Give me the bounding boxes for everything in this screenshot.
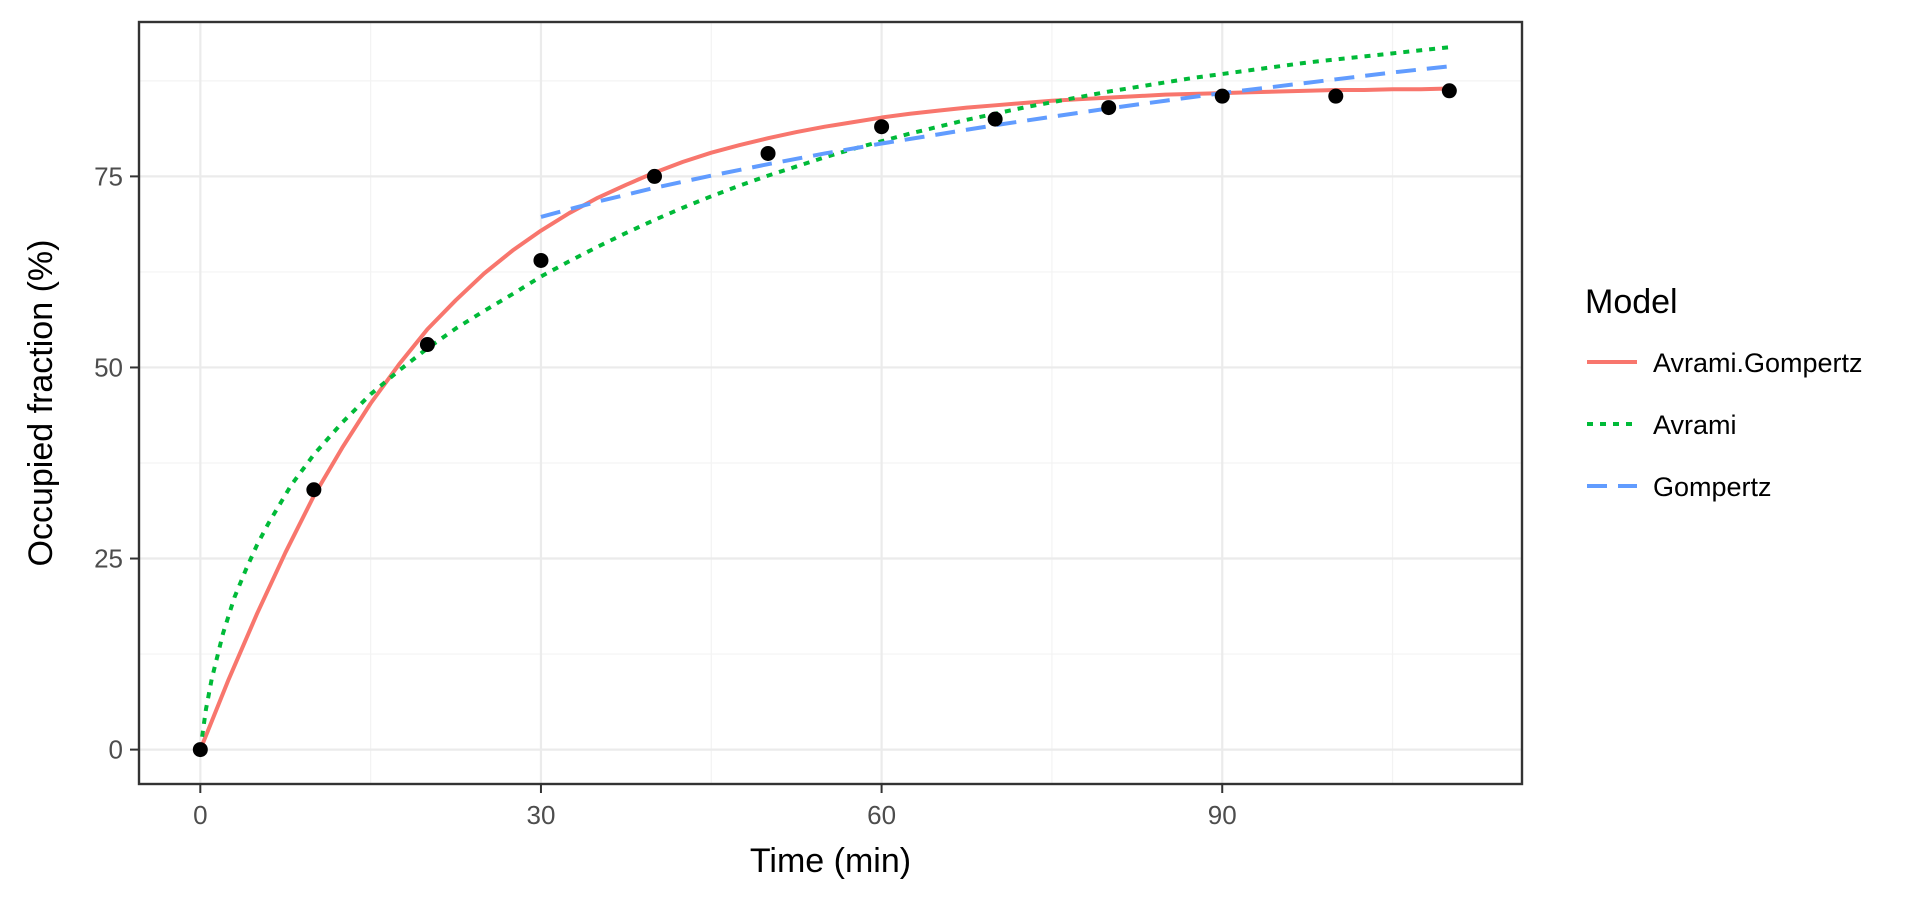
data-point bbox=[1101, 100, 1117, 116]
x-tick-label: 30 bbox=[526, 800, 555, 830]
series-layer bbox=[198, 45, 1450, 751]
legend-title: Model bbox=[1585, 283, 1678, 321]
legend-label: Gompertz bbox=[1653, 472, 1772, 502]
panel-border bbox=[137, 20, 1524, 786]
points-layer bbox=[192, 83, 1457, 758]
data-point bbox=[306, 482, 322, 498]
y-tick-label: 0 bbox=[109, 735, 123, 765]
data-point bbox=[533, 252, 549, 268]
data-point bbox=[1441, 83, 1457, 99]
y-axis-title: Occupied fraction (%) bbox=[22, 240, 60, 567]
legend-label: Avrami bbox=[1653, 410, 1737, 440]
grid-layer bbox=[139, 22, 1522, 784]
series-line-avrami bbox=[198, 45, 1450, 750]
data-point bbox=[647, 168, 663, 184]
y-tick-label: 50 bbox=[94, 352, 123, 382]
legend-entries: Avrami.Gompertz Avrami Gompertz bbox=[1587, 348, 1863, 502]
x-tick-label: 0 bbox=[193, 800, 207, 830]
data-point bbox=[419, 337, 435, 353]
series-line-avrami-gompertz bbox=[198, 86, 1450, 751]
legend-entry: Avrami.Gompertz bbox=[1587, 348, 1863, 378]
x-tick-label: 90 bbox=[1208, 800, 1237, 830]
legend-entry: Gompertz bbox=[1587, 472, 1772, 502]
data-point bbox=[760, 145, 776, 161]
legend: Model Avrami.Gompertz Avrami Gompertz bbox=[1585, 283, 1863, 502]
series-line-gompertz bbox=[540, 64, 1450, 219]
data-point bbox=[874, 119, 890, 135]
x-axis-title: Time (min) bbox=[750, 842, 911, 880]
data-point bbox=[1328, 88, 1344, 104]
legend-label: Avrami.Gompertz bbox=[1653, 348, 1863, 378]
y-tick-label: 75 bbox=[94, 161, 123, 191]
data-point bbox=[192, 742, 208, 758]
y-tick-label: 25 bbox=[94, 544, 123, 574]
data-point bbox=[1214, 88, 1230, 104]
ticks-layer: 0 30 60 90 0 25 50 75 bbox=[94, 161, 1237, 830]
legend-entry: Avrami bbox=[1587, 410, 1737, 440]
x-tick-label: 60 bbox=[867, 800, 896, 830]
data-point bbox=[987, 111, 1003, 127]
